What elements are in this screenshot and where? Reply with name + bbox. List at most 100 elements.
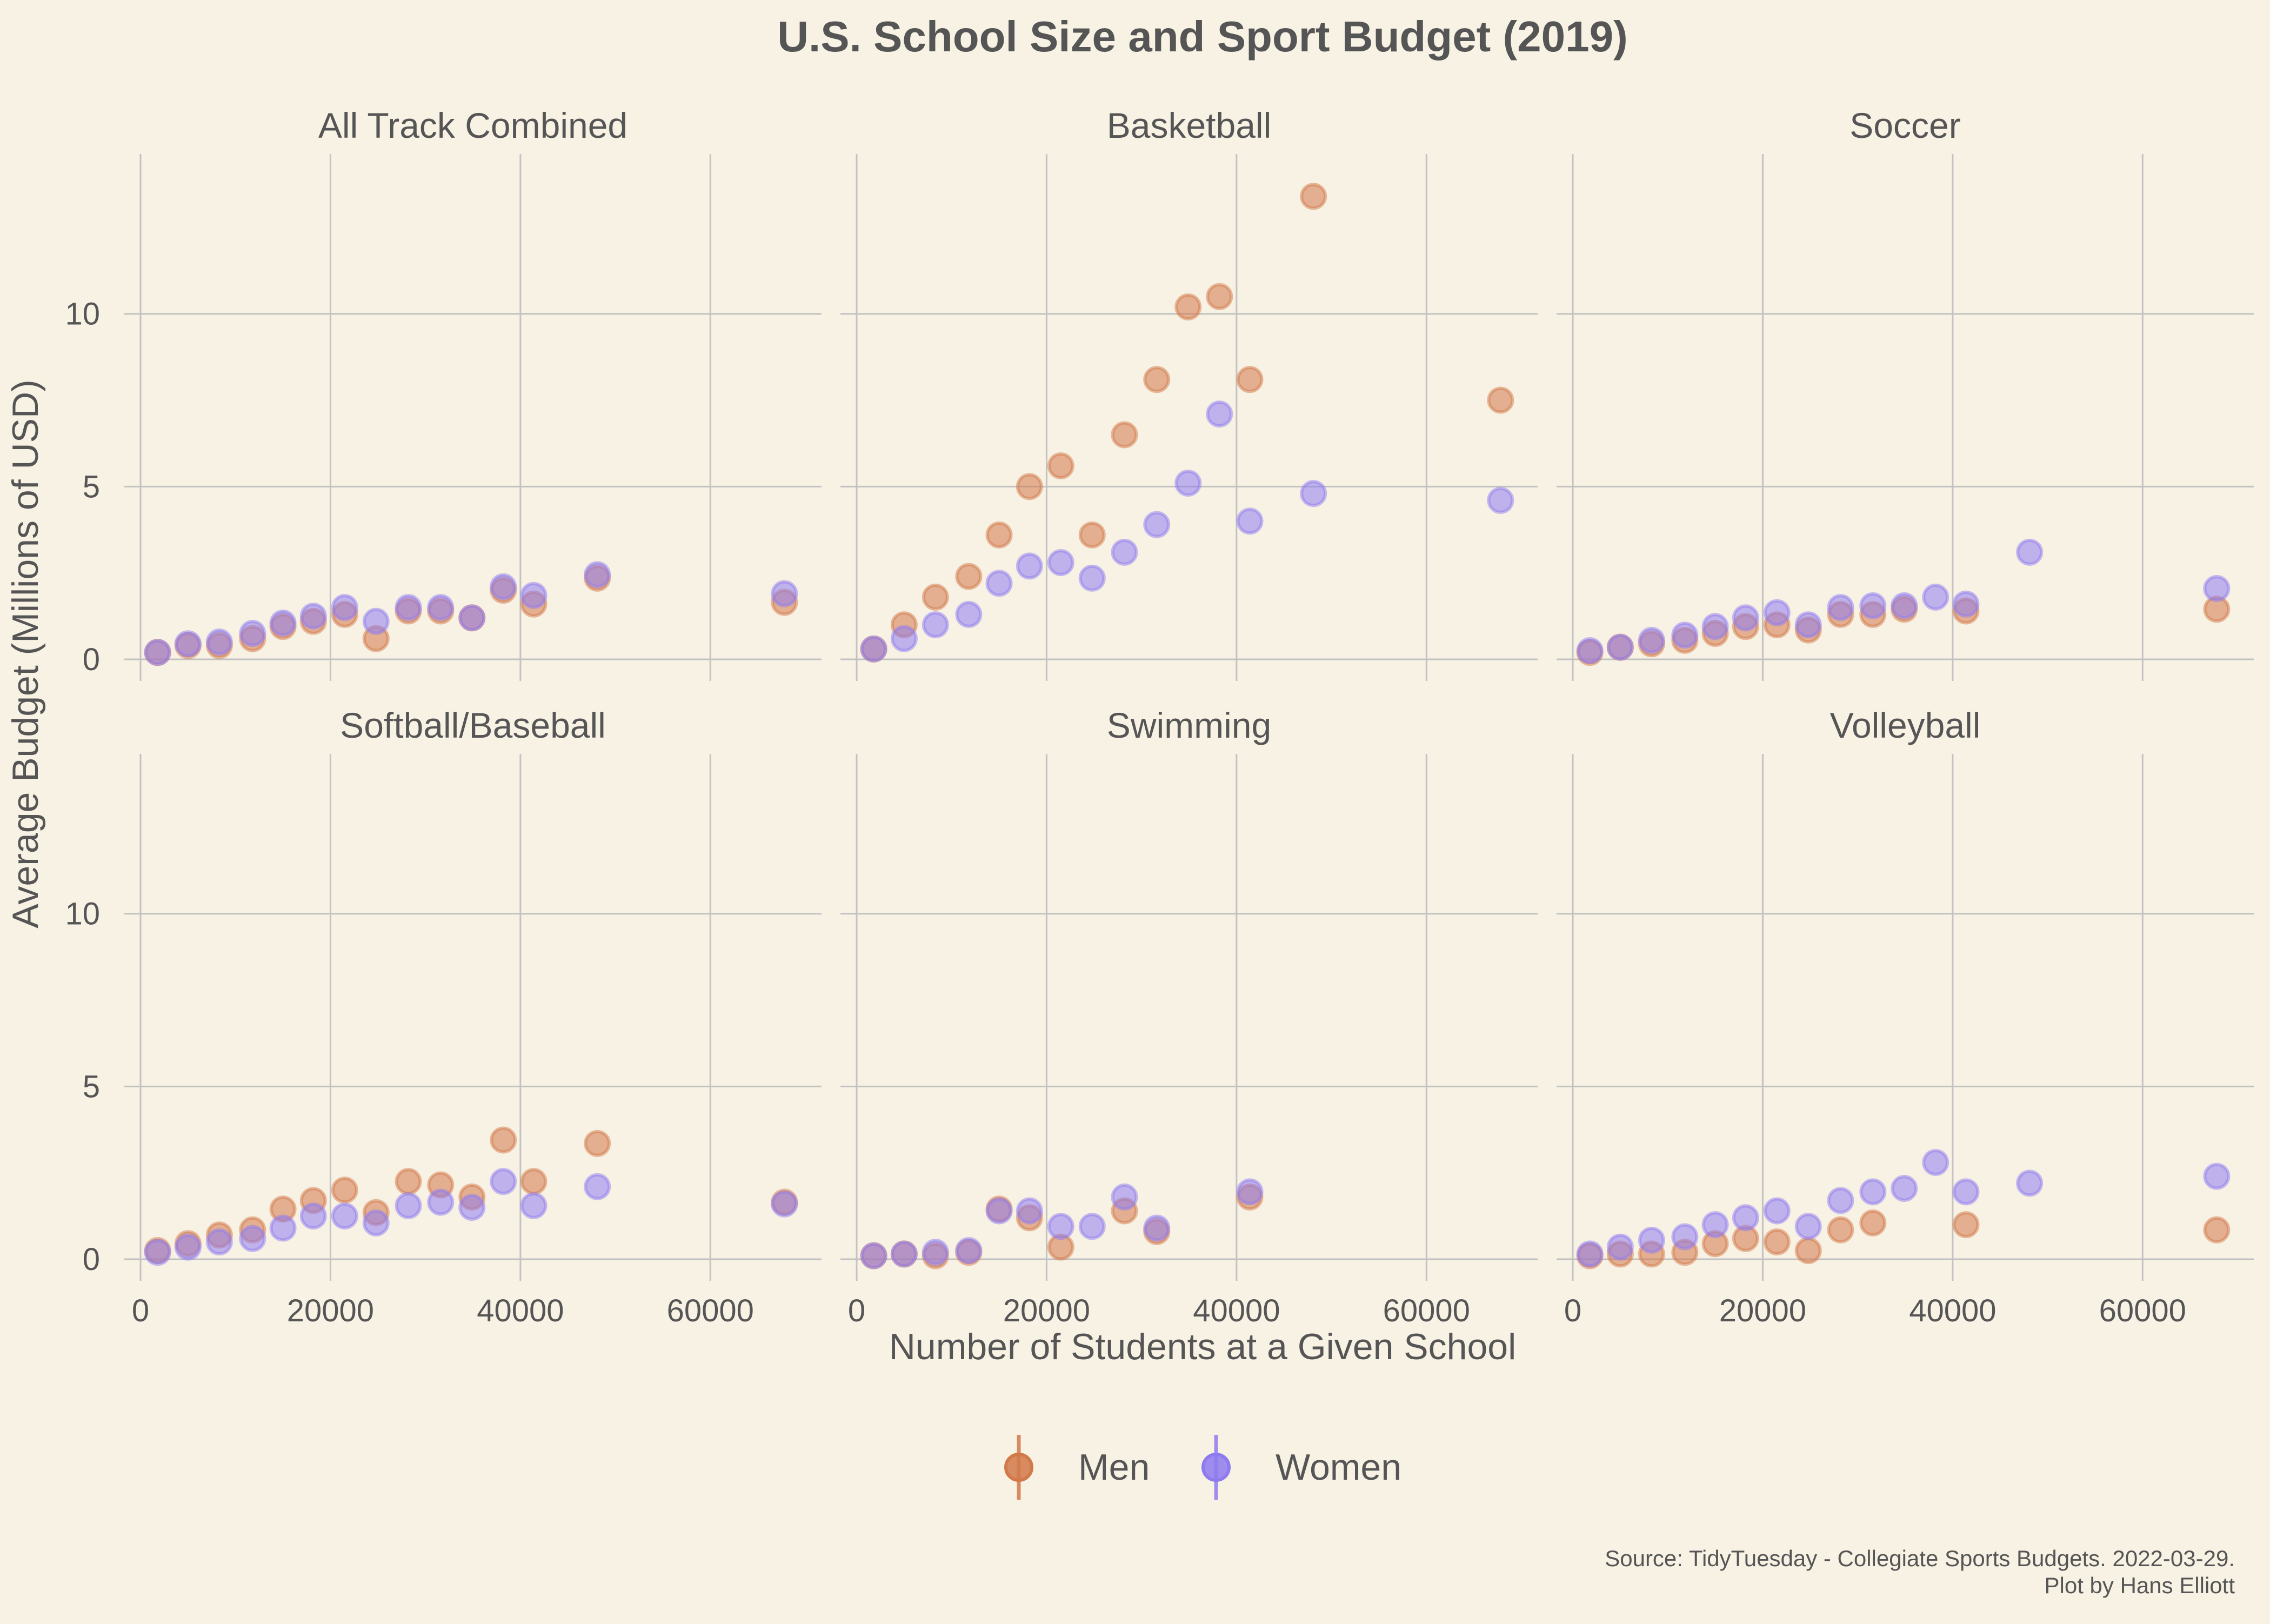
- data-point-women: [520, 1192, 548, 1219]
- data-point-women: [1952, 1178, 1980, 1206]
- data-point-women: [1671, 621, 1699, 649]
- data-point-women: [1827, 594, 1854, 621]
- data-point-women: [1794, 1213, 1822, 1240]
- data-point-men: [1763, 1228, 1791, 1256]
- series-men: [860, 183, 1514, 663]
- data-point-women: [1576, 637, 1604, 665]
- series-women: [1576, 1149, 2231, 1268]
- data-point-women: [2016, 1169, 2044, 1197]
- facet-title: Swimming: [1107, 705, 1271, 745]
- y-tick-label: 10: [65, 297, 100, 332]
- facet-title: Softball/Baseball: [340, 705, 606, 745]
- data-point-women: [239, 1225, 266, 1252]
- data-point-women: [395, 1192, 422, 1219]
- data-point-women: [584, 1173, 611, 1200]
- data-point-women: [490, 1168, 517, 1195]
- data-point-women: [1016, 552, 1043, 580]
- y-tick-label: 5: [83, 469, 100, 504]
- facet-basketball: Basketball: [840, 105, 1538, 681]
- data-point-women: [1732, 604, 1759, 632]
- data-point-men: [584, 1130, 611, 1157]
- data-point-women: [520, 582, 548, 609]
- legend-label: Men: [1078, 1447, 1150, 1488]
- data-point-women: [1671, 1223, 1699, 1251]
- data-point-men: [1827, 1216, 1854, 1244]
- facet-softball-baseball: Softball/Baseball 0 5 10 0 20000 40000 60000: [65, 705, 822, 1328]
- data-point-women: [771, 1190, 798, 1218]
- data-point-women: [860, 635, 887, 663]
- data-point-women: [458, 1194, 486, 1221]
- chart-title: U.S. School Size and Sport Budget (2019): [777, 12, 1628, 61]
- facet-title: All Track Combined: [318, 105, 627, 145]
- data-point-women: [2016, 538, 2044, 566]
- data-point-women: [1701, 613, 1729, 640]
- x-tick-label: 20000: [1719, 1293, 1806, 1328]
- data-point-women: [331, 594, 358, 621]
- data-point-men: [1952, 1211, 1980, 1239]
- data-point-women: [1047, 549, 1074, 576]
- data-point-men: [1016, 473, 1043, 500]
- data-point-women: [299, 603, 327, 630]
- data-point-women: [2203, 1162, 2231, 1190]
- data-point-women: [362, 607, 390, 635]
- data-point-women: [1047, 1213, 1074, 1240]
- facet-title: Soccer: [1850, 105, 1960, 145]
- data-point-men: [1111, 421, 1138, 449]
- x-axis-title: Number of Students at a Given School: [889, 1326, 1516, 1367]
- data-point-women: [1732, 1204, 1759, 1232]
- series-women: [1576, 538, 2231, 665]
- data-point-women: [1859, 592, 1887, 619]
- legend-key-marker: [1201, 1453, 1231, 1482]
- data-point-men: [1859, 1209, 1887, 1237]
- data-point-men: [395, 1168, 422, 1195]
- data-point-women: [395, 594, 422, 621]
- data-point-women: [771, 580, 798, 607]
- legend-item-men: Men: [1004, 1435, 1150, 1500]
- data-point-men: [2203, 1216, 2231, 1244]
- data-point-women: [985, 570, 1013, 597]
- data-point-women: [458, 604, 486, 632]
- data-point-men: [1047, 452, 1074, 479]
- data-point-women: [269, 1214, 297, 1242]
- data-point-men: [1300, 183, 1327, 210]
- data-point-women: [1487, 486, 1514, 514]
- x-tick-label: 40000: [1909, 1293, 1996, 1328]
- data-point-women: [1111, 1183, 1138, 1211]
- y-tick-label: 10: [65, 897, 100, 932]
- x-tick-label: 20000: [287, 1293, 374, 1328]
- data-point-women: [427, 1188, 455, 1216]
- series-women: [860, 400, 1514, 663]
- data-point-men: [985, 521, 1013, 549]
- data-point-women: [1143, 1214, 1171, 1242]
- facet-title: Volleyball: [1830, 705, 1981, 745]
- data-point-women: [1827, 1187, 1854, 1214]
- data-point-women: [955, 1237, 983, 1265]
- data-point-women: [1143, 511, 1171, 538]
- facet-title: Basketball: [1107, 105, 1272, 145]
- data-point-women: [1891, 1174, 1918, 1202]
- series-women: [144, 561, 798, 666]
- x-tick-label: 60000: [2099, 1293, 2186, 1328]
- data-point-women: [1638, 626, 1665, 654]
- facet-swimming: Swimming 0 20000 40000 60000: [840, 705, 1538, 1328]
- data-point-women: [1859, 1178, 1887, 1206]
- data-point-women: [860, 1242, 887, 1269]
- x-tick-label: 0: [132, 1293, 149, 1328]
- facet-soccer: Soccer: [1557, 105, 2254, 681]
- data-point-women: [299, 1202, 327, 1230]
- legend-key-marker: [1004, 1453, 1033, 1482]
- y-tick-label: 5: [83, 1069, 100, 1104]
- data-point-women: [362, 1209, 390, 1237]
- legend: Men Women: [1004, 1435, 1401, 1500]
- legend-label: Women: [1276, 1447, 1401, 1488]
- data-point-women: [1952, 590, 1980, 618]
- series-women: [860, 1178, 1264, 1269]
- data-point-women: [955, 600, 983, 628]
- data-point-men: [490, 1126, 517, 1154]
- data-point-women: [144, 1239, 171, 1266]
- data-point-women: [427, 594, 455, 621]
- data-point-men: [1143, 366, 1171, 393]
- y-axis-title: Average Budget (Millions of USD): [5, 379, 46, 928]
